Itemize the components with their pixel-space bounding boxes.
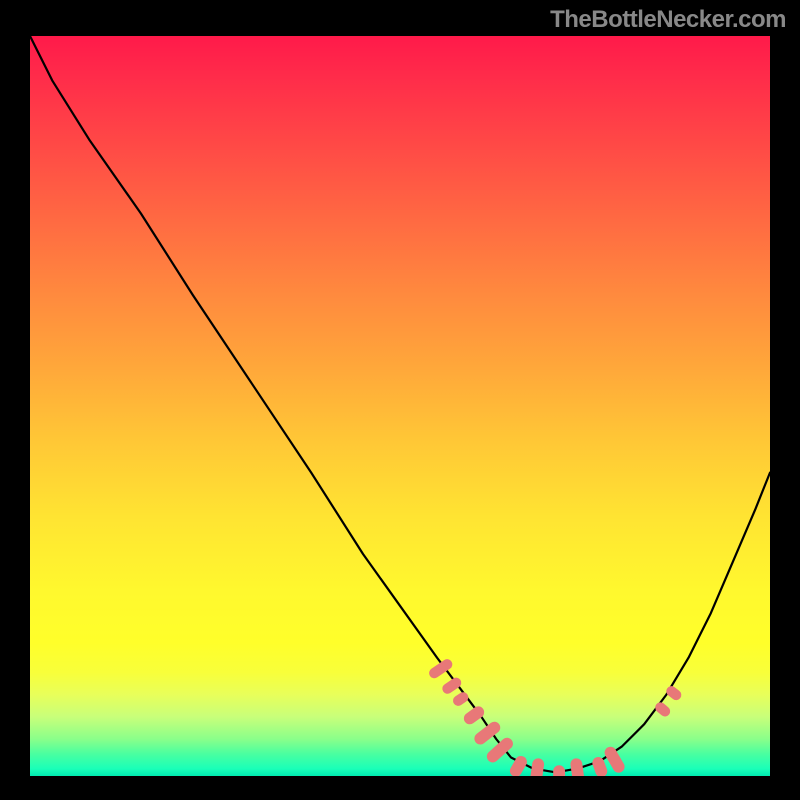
- curve-marker: [451, 690, 470, 708]
- curve-marker: [653, 700, 672, 718]
- curve-layer: [30, 36, 770, 776]
- curve-marker: [553, 765, 565, 776]
- curve-marker: [484, 735, 515, 765]
- curve-marker: [664, 684, 683, 702]
- markers-group: [427, 657, 683, 776]
- curve-marker: [591, 755, 609, 776]
- watermark-text: TheBottleNecker.com: [550, 6, 786, 34]
- chart-area: [30, 36, 770, 776]
- bottleneck-curve: [30, 36, 770, 772]
